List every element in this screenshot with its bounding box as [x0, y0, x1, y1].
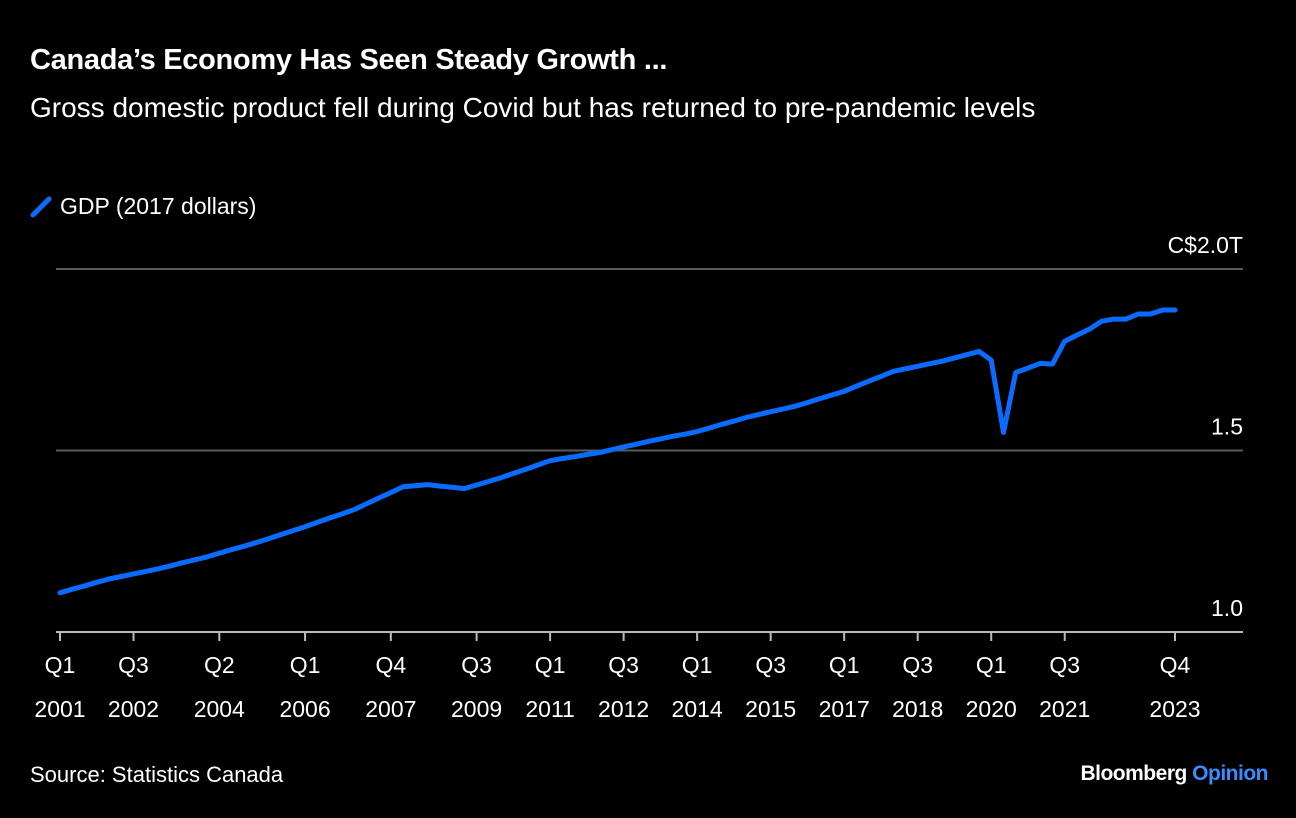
x-tick-year: 2014 [672, 696, 723, 722]
x-tick-quarter: Q1 [829, 652, 860, 678]
x-tick-quarter: Q1 [290, 652, 321, 678]
x-tick-year: 2015 [745, 696, 796, 722]
x-tick-year: 2023 [1149, 696, 1200, 722]
x-tick-year: 2011 [525, 696, 574, 722]
x-tick-year: 2017 [819, 696, 870, 722]
chart-subtitle: Gross domestic product fell during Covid… [30, 92, 1036, 123]
legend: GDP (2017 dollars) [30, 193, 256, 220]
x-tick-year: 2009 [451, 696, 502, 722]
x-tick-quarter: Q1 [535, 652, 566, 678]
series-line-gdp [57, 307, 1178, 596]
x-tick-year: 2007 [365, 696, 416, 722]
x-tick-year: 2004 [194, 696, 245, 722]
y-tick-label: 1.0 [1211, 595, 1243, 621]
x-tick-quarter: Q2 [204, 652, 235, 678]
x-tick-year: 2021 [1039, 696, 1090, 722]
x-tick-quarter: Q4 [1160, 652, 1191, 678]
x-tick-quarter: Q3 [755, 652, 786, 678]
x-tick-year: 2020 [966, 696, 1017, 722]
y-tick-label: 1.5 [1211, 414, 1243, 440]
source-note: Source: Statistics Canada [30, 762, 284, 787]
x-tick-quarter: Q3 [461, 652, 492, 678]
brand-main: Bloomberg [1080, 762, 1187, 785]
x-tick-quarter: Q3 [608, 652, 639, 678]
legend-label: GDP (2017 dollars) [60, 193, 257, 219]
data-points [59, 309, 1176, 593]
y-tick-label: C$2.0T [1168, 232, 1243, 258]
chart-title: Canada’s Economy Has Seen Steady Growth … [30, 44, 668, 76]
brand-accent: Opinion [1192, 762, 1268, 785]
x-tick-quarter: Q1 [682, 652, 713, 678]
legend-line-icon [30, 196, 52, 217]
x-tick-year: 2002 [108, 696, 159, 722]
brand-logo: Bloomberg Opinion [1080, 762, 1268, 786]
x-tick-year: 2006 [279, 696, 330, 722]
x-tick-year: 2001 [34, 696, 85, 722]
x-tick-quarter: Q3 [1049, 652, 1080, 678]
x-tick-year: 2018 [892, 696, 943, 722]
x-tick-quarter: Q3 [118, 652, 149, 678]
x-tick-quarter: Q1 [976, 652, 1007, 678]
x-tick-quarter: Q4 [375, 652, 406, 678]
x-tick-year: 2012 [598, 696, 649, 722]
x-tick-quarter: Q1 [45, 652, 76, 678]
x-tick-quarter: Q3 [902, 652, 933, 678]
